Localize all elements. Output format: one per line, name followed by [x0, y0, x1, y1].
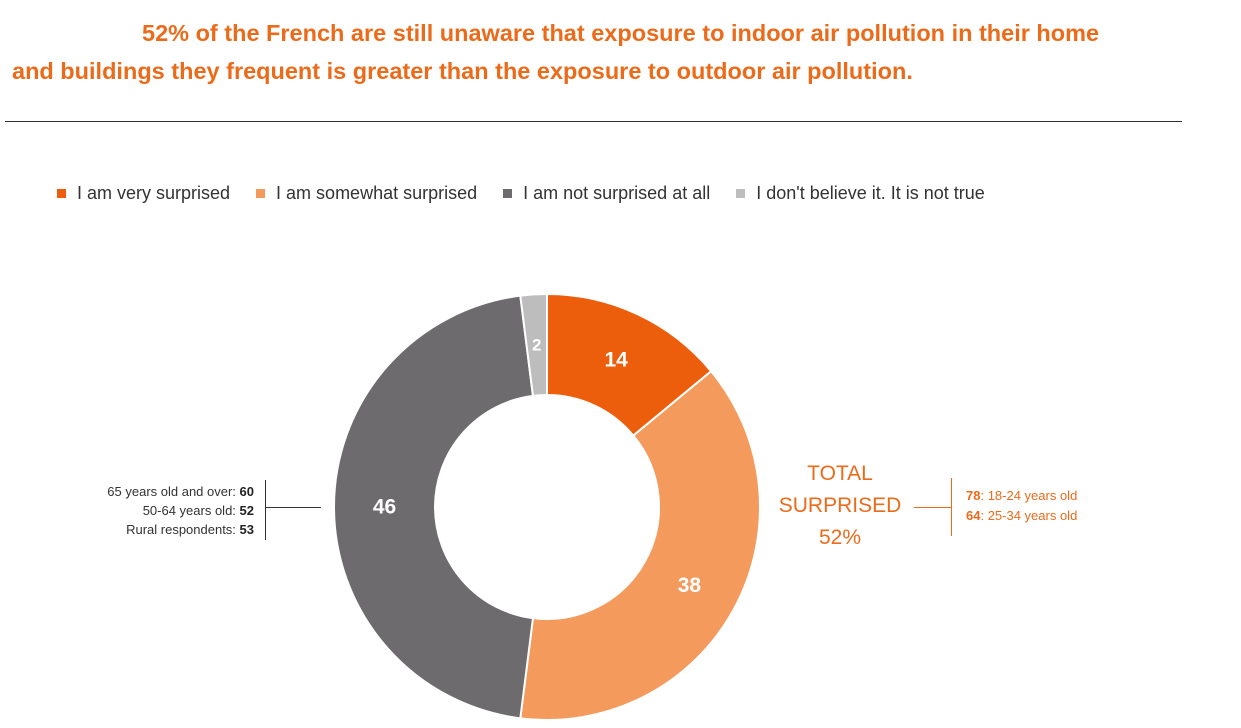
breakdown-row-65-plus: 65 years old and over: 60: [107, 484, 254, 499]
title-divider: [5, 121, 1182, 122]
legend-swatch-3: [736, 189, 746, 198]
legend-label-2: I am not surprised at all: [523, 183, 711, 203]
left-bracket: [265, 480, 266, 540]
breakdown-row-rural: Rural respondents: 53: [126, 522, 254, 537]
breakdown-row-50-64: 50-64 years old: 52: [142, 503, 254, 518]
legend-item-2: I am not surprised at all: [503, 183, 710, 204]
total-surprised-line-2: SURPRISED: [778, 494, 902, 517]
total-surprised: TOTAL SURPRISED 52%: [770, 458, 910, 554]
left-connector-line: [266, 507, 321, 508]
breakdown-row-25-34: 64: 25-34 years old: [966, 508, 1078, 523]
legend-swatch-1: [256, 189, 266, 198]
donut-slice-label-2: 46: [373, 496, 396, 519]
legend-item-0: I am very surprised: [57, 183, 230, 204]
legend-swatch-2: [503, 189, 513, 198]
legend-label-0: I am very surprised: [77, 183, 231, 203]
title-line-1: 52% of the French are still unaware that…: [142, 20, 1100, 46]
right-bracket: [951, 478, 952, 536]
right-connector-line: [914, 507, 952, 508]
surprised-breakdown: 78: 18-24 years old 64: 25-34 years old: [966, 486, 1077, 526]
legend-swatch-0: [57, 189, 66, 198]
total-surprised-value: 52%: [818, 526, 862, 549]
donut-slice-label-0: 14: [605, 348, 629, 371]
legend-item-3: I don't believe it. It is not true: [736, 183, 985, 204]
total-surprised-line-1: TOTAL: [807, 462, 873, 485]
legend-label-1: I am somewhat surprised: [276, 183, 478, 203]
donut-slice-1: [519, 369, 761, 721]
chart-title: 52% of the French are still unaware that…: [12, 14, 1232, 90]
donut-slice-2: [333, 294, 535, 720]
breakdown-row-18-24: 78: 18-24 years old: [966, 488, 1078, 503]
legend-item-1: I am somewhat surprised: [256, 183, 477, 204]
title-line-2: and buildings they frequent is greater t…: [12, 58, 913, 84]
legend-label-3: I don't believe it. It is not true: [756, 183, 985, 203]
donut-slice-label-1: 38: [678, 574, 702, 597]
not-surprised-breakdown: 65 years old and over: 60 50-64 years ol…: [40, 482, 254, 539]
donut-slice-3: [519, 292, 548, 398]
chart-legend: I am very surprised I am somewhat surpris…: [57, 183, 1011, 204]
donut-slice-label-3: 2: [532, 335, 541, 354]
